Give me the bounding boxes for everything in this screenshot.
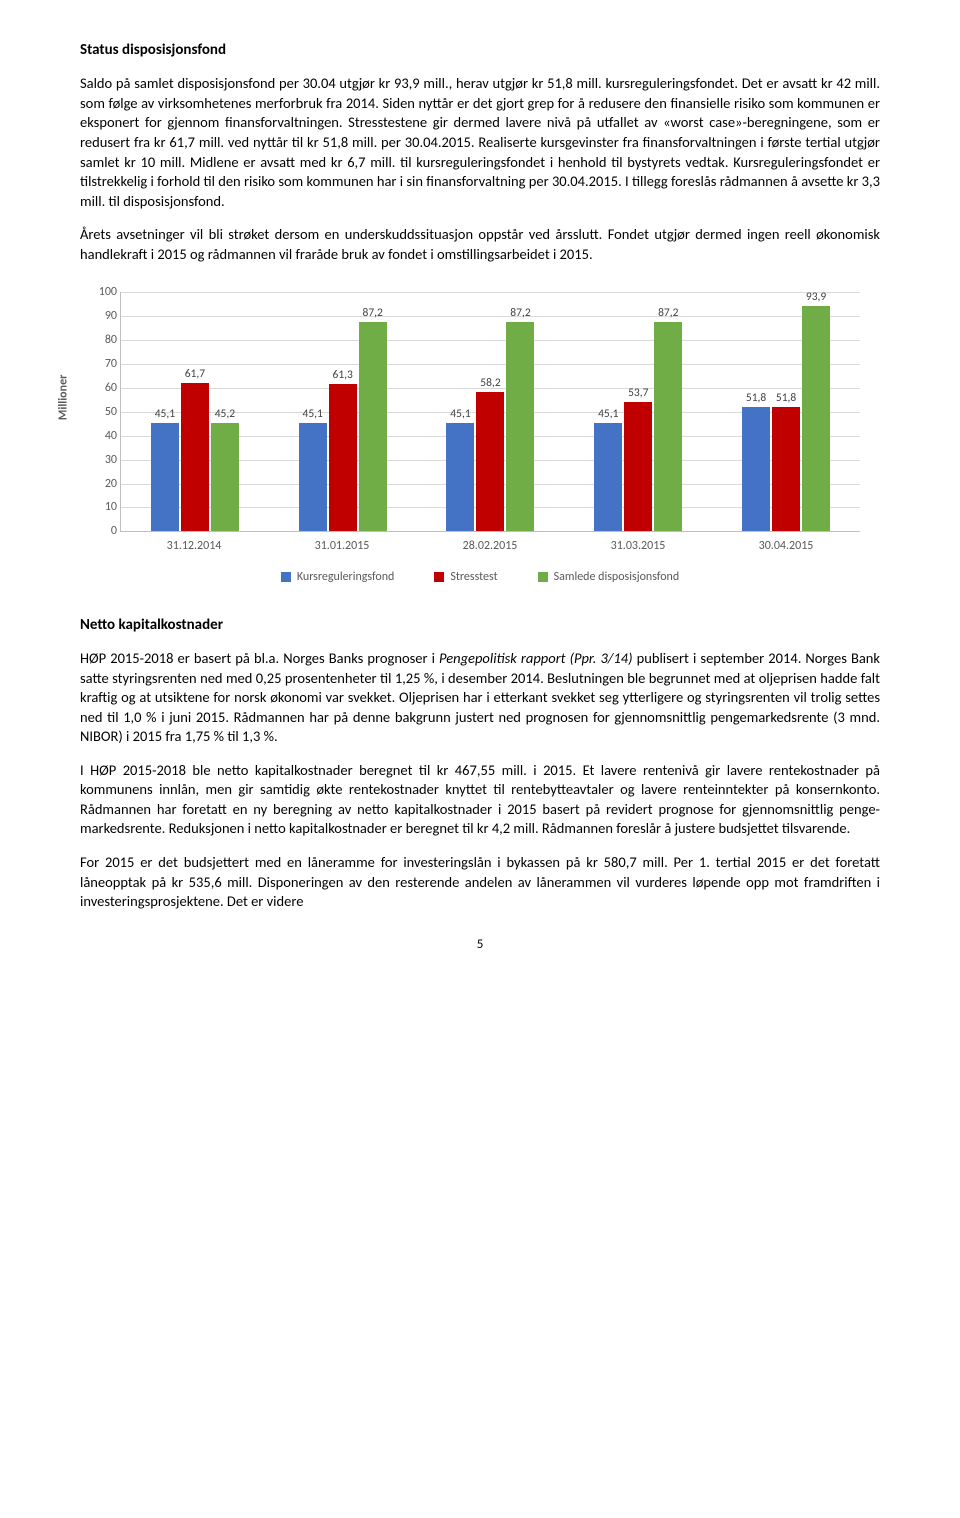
chart-bar: 87,2 <box>506 322 534 531</box>
chart-bar-label: 45,1 <box>598 407 618 423</box>
heading-disposisjonsfond: Status disposisjonsfond <box>80 40 880 60</box>
chart-bar-label: 93,9 <box>806 290 826 306</box>
chart-bar-label: 51,8 <box>776 391 796 407</box>
chart-xtick: 30.04.2015 <box>712 538 860 554</box>
legend-label: Kursreguleringsfond <box>297 569 395 585</box>
chart-bar: 51,8 <box>772 407 800 531</box>
chart-bar-group: 45,158,287,2 <box>446 292 534 531</box>
chart-ytick: 10 <box>89 499 117 515</box>
chart-ytick: 90 <box>89 308 117 324</box>
chart-legend: Kursreguleringsfond Stresstest Samlede dis… <box>80 569 880 585</box>
chart-bar-label: 87,2 <box>658 306 678 322</box>
chart-ytick: 30 <box>89 452 117 468</box>
chart-x-axis: 31.12.201431.01.201528.02.201531.03.2015… <box>120 538 860 554</box>
legend-swatch <box>281 572 291 582</box>
chart-bar-group: 45,153,787,2 <box>594 292 682 531</box>
section-kapitalkostnader: Netto kapitalkostnader HØP 2015-2018 er … <box>80 615 880 912</box>
chart-ytick: 100 <box>89 284 117 300</box>
chart-ytick: 80 <box>89 332 117 348</box>
chart-bar: 93,9 <box>802 306 830 531</box>
chart-bar: 58,2 <box>476 392 504 532</box>
chart-bar-label: 61,7 <box>185 367 205 383</box>
chart-bar-label: 87,2 <box>363 306 383 322</box>
para-3a: HØP 2015-2018 er basert på bl.a. Norges … <box>80 649 439 667</box>
chart-xtick: 31.12.2014 <box>120 538 268 554</box>
chart-ytick: 20 <box>89 475 117 491</box>
chart-bar-groups: 45,161,745,245,161,387,245,158,287,245,1… <box>121 292 860 531</box>
chart-xtick: 28.02.2015 <box>416 538 564 554</box>
chart-plot-area: Millioner 010203040506070809010045,161,7… <box>120 292 860 532</box>
chart-bar: 45,1 <box>151 423 179 531</box>
heading-kapitalkostnader: Netto kapitalkostnader <box>80 615 880 635</box>
chart-bar-label: 58,2 <box>480 376 500 392</box>
page-number: 5 <box>80 936 880 954</box>
chart-xtick: 31.01.2015 <box>268 538 416 554</box>
chart-bar-label: 51,8 <box>746 391 766 407</box>
chart-bar: 45,1 <box>594 423 622 531</box>
bar-chart: Millioner 010203040506070809010045,161,7… <box>80 292 880 584</box>
chart-bar: 87,2 <box>359 322 387 531</box>
chart-bar: 45,1 <box>299 423 327 531</box>
chart-ytick: 0 <box>89 523 117 539</box>
chart-bar-label: 45,2 <box>215 407 235 423</box>
section-disposisjonsfond: Status disposisjonsfond Saldo på samlet … <box>80 40 880 264</box>
chart-xtick: 31.03.2015 <box>564 538 712 554</box>
para-5: For 2015 er det budsjettert med en låner… <box>80 853 880 912</box>
legend-swatch <box>538 572 548 582</box>
legend-label: Samlede disposisjonsfond <box>554 569 680 585</box>
chart-bar: 61,7 <box>181 383 209 531</box>
legend-item: Stresstest <box>434 569 497 585</box>
para-2: Årets avsetninger vil bli strøket dersom… <box>80 225 880 264</box>
chart-bar-label: 61,3 <box>333 368 353 384</box>
para-3: HØP 2015-2018 er basert på bl.a. Norges … <box>80 649 880 747</box>
chart-bar: 51,8 <box>742 407 770 531</box>
chart-bar-label: 53,7 <box>628 386 648 402</box>
chart-bar-label: 45,1 <box>155 407 175 423</box>
para-4: I HØP 2015-2018 ble netto kapitalkostnad… <box>80 761 880 839</box>
legend-label: Stresstest <box>450 569 497 585</box>
chart-bar: 53,7 <box>624 402 652 531</box>
chart-bar: 87,2 <box>654 322 682 531</box>
para-1: Saldo på samlet disposisjonsfond per 30.… <box>80 74 880 211</box>
chart-ytick: 40 <box>89 428 117 444</box>
chart-bar-group: 45,161,745,2 <box>151 292 239 531</box>
chart-bar: 45,2 <box>211 423 239 531</box>
legend-swatch <box>434 572 444 582</box>
chart-bar-label: 87,2 <box>510 306 530 322</box>
chart-bar-label: 45,1 <box>450 407 470 423</box>
legend-item: Kursreguleringsfond <box>281 569 395 585</box>
chart-bar: 45,1 <box>446 423 474 531</box>
chart-ytick: 60 <box>89 380 117 396</box>
chart-bar-group: 45,161,387,2 <box>299 292 387 531</box>
chart-ytick: 50 <box>89 404 117 420</box>
chart-bar: 61,3 <box>329 384 357 531</box>
chart-bar-label: 45,1 <box>303 407 323 423</box>
chart-bar-group: 51,851,893,9 <box>742 292 830 531</box>
legend-item: Samlede disposisjonsfond <box>538 569 680 585</box>
chart-ytick: 70 <box>89 356 117 372</box>
chart-ylabel: Millioner <box>56 374 72 419</box>
para-3-italic: Pengepolitisk rapport (Ppr. 3/14) <box>439 649 633 667</box>
